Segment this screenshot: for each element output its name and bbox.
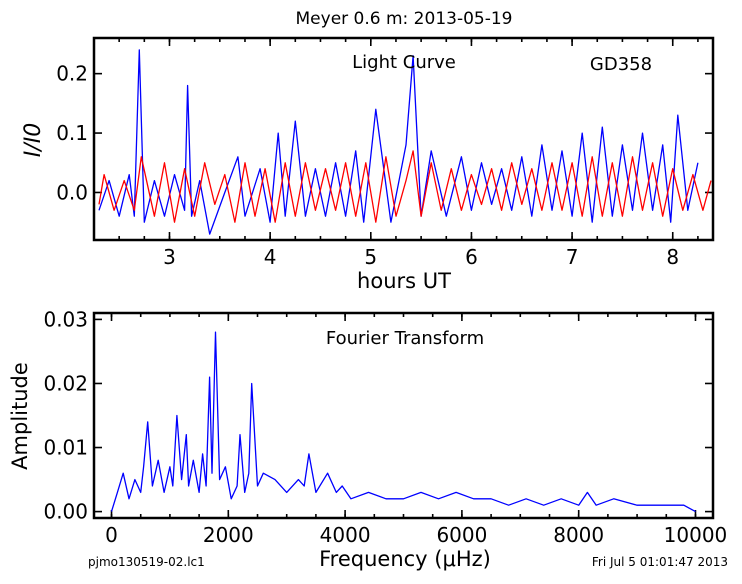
fourier-ylabel: Amplitude <box>8 362 32 470</box>
light-curve-xtick-label: 8 <box>666 245 679 269</box>
light-curve-series <box>98 49 712 235</box>
fourier-ytick-label: 0.02 <box>43 371 88 395</box>
light-curve-series-line-1 <box>98 150 712 223</box>
fourier-xlabel: Frequency (μHz) <box>319 547 491 571</box>
light-curve-xtick-label: 5 <box>364 245 377 269</box>
fourier-xtick-label: 6000 <box>436 523 487 547</box>
light-curve-ytick-label: 0.0 <box>56 180 88 204</box>
footer-filename: pjmo130519-02.lc1 <box>88 555 205 569</box>
fourier-ticks: 0 2000 4000 6000 8000 10000 0.00 0.01 0.02 0.03 <box>43 307 727 547</box>
fourier-xtick-label: 0 <box>105 523 118 547</box>
light-curve-panel: 3 4 5 6 7 8 0.0 0.1 0.2 Light Curve GD358 hours … <box>21 36 715 293</box>
page-title: Meyer 0.6 m: 2013-05-19 <box>296 9 513 29</box>
fourier-ytick-label: 0.01 <box>43 436 88 460</box>
fourier-ytick-label: 0.00 <box>43 500 88 524</box>
fourier-series-line-0 <box>110 331 696 513</box>
fourier-xtick-label: 10000 <box>664 523 728 547</box>
fourier-frame <box>92 311 715 520</box>
light-curve-xtick-label: 6 <box>465 245 478 269</box>
light-curve-frame <box>92 36 715 242</box>
light-curve-ytick-label: 0.2 <box>56 62 88 86</box>
fourier-series <box>110 331 696 513</box>
light-curve-xtick-label: 3 <box>163 245 176 269</box>
fourier-ytick-label: 0.03 <box>43 307 88 331</box>
fourier-panel: 0 2000 4000 6000 8000 10000 0.00 0.01 0.02 0.03 F… <box>8 307 727 571</box>
fourier-xtick-label: 8000 <box>553 523 604 547</box>
light-curve-series-line-0 <box>98 49 699 235</box>
fourier-annotation: Fourier Transform <box>326 328 484 349</box>
light-curve-ytick-label: 0.1 <box>56 121 88 145</box>
light-curve-ticks: 3 4 5 6 7 8 0.0 0.1 0.2 <box>56 38 713 269</box>
footer-timestamp: Fri Jul 5 01:01:47 2013 <box>592 555 728 569</box>
fourier-xtick-label: 4000 <box>320 523 371 547</box>
star-name-annotation: GD358 <box>590 54 652 75</box>
light-curve-annotation: Light Curve <box>352 52 456 73</box>
fourier-xtick-label: 2000 <box>203 523 254 547</box>
light-curve-xtick-label: 7 <box>566 245 579 269</box>
light-curve-xlabel: hours UT <box>357 269 451 293</box>
light-curve-xtick-label: 4 <box>264 245 277 269</box>
light-curve-ylabel: I/I0 <box>21 123 46 157</box>
